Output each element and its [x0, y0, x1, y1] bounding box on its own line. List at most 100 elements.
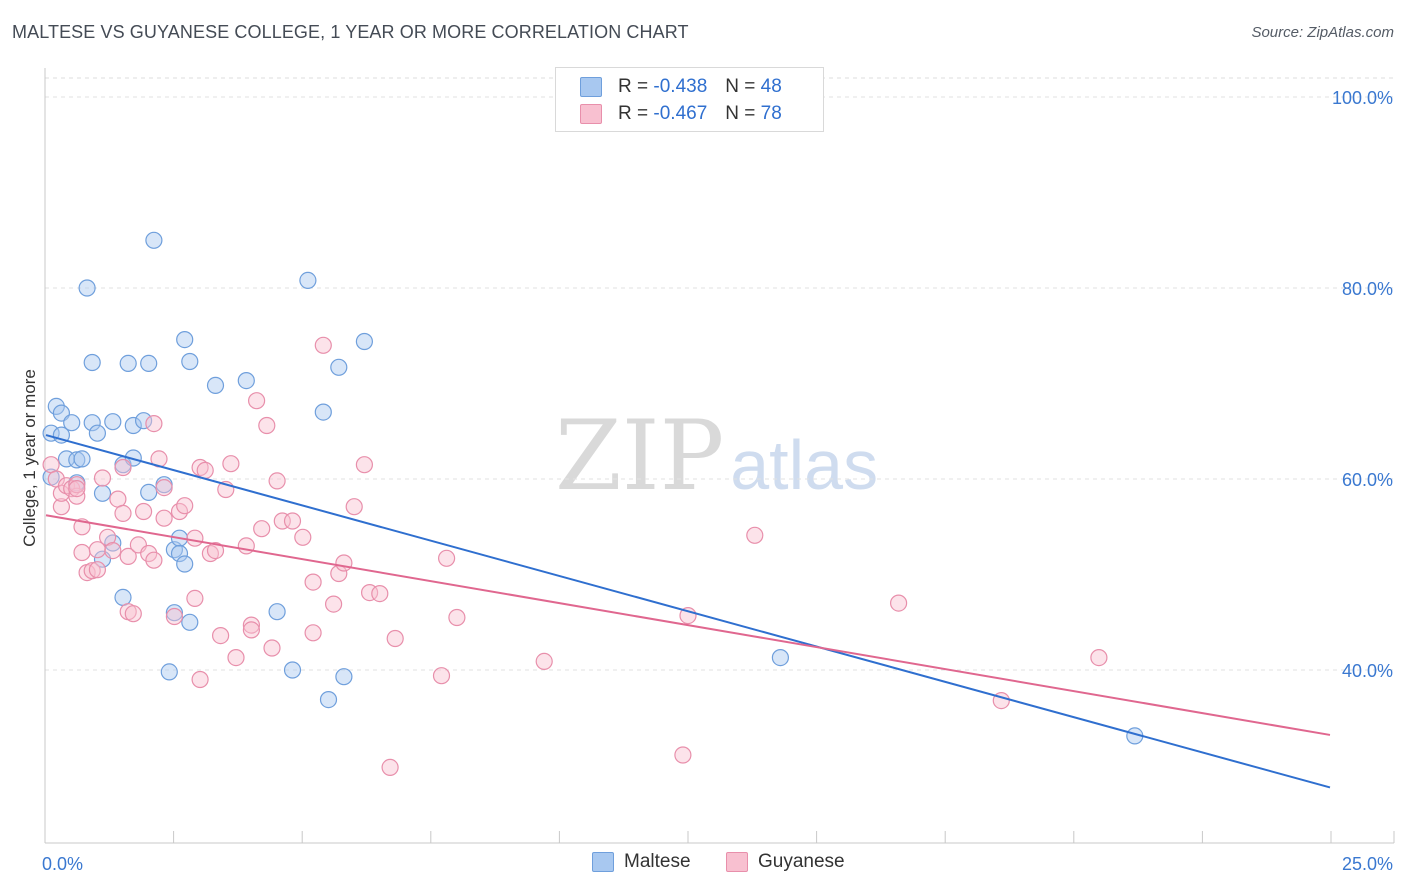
guyanese-point [155, 479, 173, 497]
legend-n-value: 48 [760, 76, 782, 97]
legend-r-label: R = [618, 103, 649, 124]
legend-item-maltese[interactable]: Maltese [592, 851, 691, 873]
legend-r-label: R = [618, 76, 649, 97]
guyanese-point [371, 584, 389, 603]
guyanese-point [268, 472, 286, 490]
zipatlas-watermark: ZIPatlas [555, 400, 878, 512]
guyanese-point [242, 616, 260, 634]
guyanese-point [191, 458, 209, 477]
guyanese-point [165, 607, 183, 626]
guyanese-point [42, 456, 60, 474]
maltese-point [335, 668, 353, 686]
guyanese-point [119, 547, 137, 566]
maltese-point [145, 231, 163, 249]
maltese-point [78, 279, 96, 297]
guyanese-point [124, 605, 142, 623]
maltese-point [93, 484, 112, 502]
guyanese-point [304, 573, 322, 591]
guyanese-point [155, 509, 173, 527]
legend-n-value: 78 [760, 103, 782, 124]
guyanese-point [448, 608, 466, 627]
legend-row-maltese: R = -0.438 N = 48 [580, 74, 782, 100]
stats-legend: R = -0.438 N = 48 R = -0.467 N = 78 [555, 67, 824, 132]
guyanese-point [355, 456, 373, 474]
maltese-point [176, 331, 194, 349]
legend-n-label: N = [725, 103, 756, 124]
guyanese-point [345, 498, 363, 516]
guyanese-point [73, 543, 91, 562]
x-tick-label: 0.0% [42, 854, 83, 874]
guyanese-point [273, 512, 291, 530]
guyanese-point [68, 476, 86, 494]
maltese-point [160, 663, 178, 681]
guyanese-point [186, 589, 204, 608]
maltese-point [283, 661, 302, 679]
maltese-point [73, 450, 91, 468]
series-legend: Maltese Guyanese [0, 851, 1406, 879]
guyanese-point [135, 502, 153, 521]
maltese-point [165, 604, 183, 622]
maltese-point [319, 690, 338, 709]
maltese-point [135, 412, 153, 430]
maltese-trend-line [45, 434, 1331, 789]
guyanese-point [109, 490, 127, 508]
guyanese-point [294, 528, 312, 546]
guyanese-point [304, 624, 322, 642]
maltese-point [104, 413, 122, 431]
y-tick-label: 80.0% [1342, 279, 1393, 299]
legend-r-value: -0.467 [653, 103, 708, 124]
guyanese-trend-line [45, 514, 1331, 736]
maltese-point [181, 613, 199, 631]
guyanese-point [889, 594, 908, 612]
maltese-point [237, 372, 255, 390]
legend-r-value: -0.438 [653, 76, 708, 97]
watermark-atlas: atlas [730, 426, 879, 504]
guyanese-point [381, 758, 399, 777]
legend-n-label: N = [725, 76, 756, 97]
maltese-point [114, 588, 132, 607]
legend-row-guyanese: R = -0.467 N = 78 [580, 101, 782, 127]
legend-swatch-guyanese [726, 852, 748, 872]
guyanese-point [438, 549, 456, 567]
maltese-point [124, 416, 142, 435]
guyanese-point [746, 526, 764, 544]
guyanese-point [201, 544, 219, 563]
guyanese-point [283, 512, 302, 530]
maltese-point [83, 353, 101, 372]
guyanese-point [114, 504, 132, 523]
watermark-zip: ZIP [555, 400, 725, 512]
guyanese-point [335, 554, 353, 572]
maltese-point [63, 414, 81, 432]
guyanese-point [88, 561, 107, 579]
y-tick-label: 60.0% [1342, 470, 1393, 490]
guyanese-point [314, 336, 332, 354]
legend-swatch-maltese [592, 852, 614, 872]
legend-label-maltese: Maltese [624, 851, 691, 872]
guyanese-point [325, 595, 343, 613]
maltese-point [170, 544, 189, 563]
guyanese-point [432, 667, 451, 685]
guyanese-point [68, 480, 86, 498]
legend-item-guyanese[interactable]: Guyanese [726, 851, 845, 873]
maltese-point [330, 358, 348, 376]
maltese-point [88, 424, 107, 442]
maltese-point [140, 483, 158, 501]
guyanese-point [227, 648, 245, 667]
guyanese-point [186, 529, 204, 547]
source-label: Source: ZipAtlas.com [1251, 24, 1394, 41]
guyanese-point [114, 458, 132, 477]
guyanese-point [191, 670, 209, 689]
maltese-point [68, 451, 86, 469]
guyanese-point [386, 629, 404, 648]
guyanese-point [93, 469, 112, 487]
guyanese-point [52, 498, 71, 516]
guyanese-point [242, 621, 260, 639]
guyanese-point [145, 415, 163, 433]
maltese-point [299, 271, 317, 289]
legend-swatch-maltese [580, 77, 602, 97]
maltese-point [771, 648, 790, 667]
chart-title: MALTESE VS GUYANESE COLLEGE, 1 YEAR OR M… [12, 22, 689, 42]
maltese-point [119, 354, 137, 372]
guyanese-point [196, 461, 214, 479]
